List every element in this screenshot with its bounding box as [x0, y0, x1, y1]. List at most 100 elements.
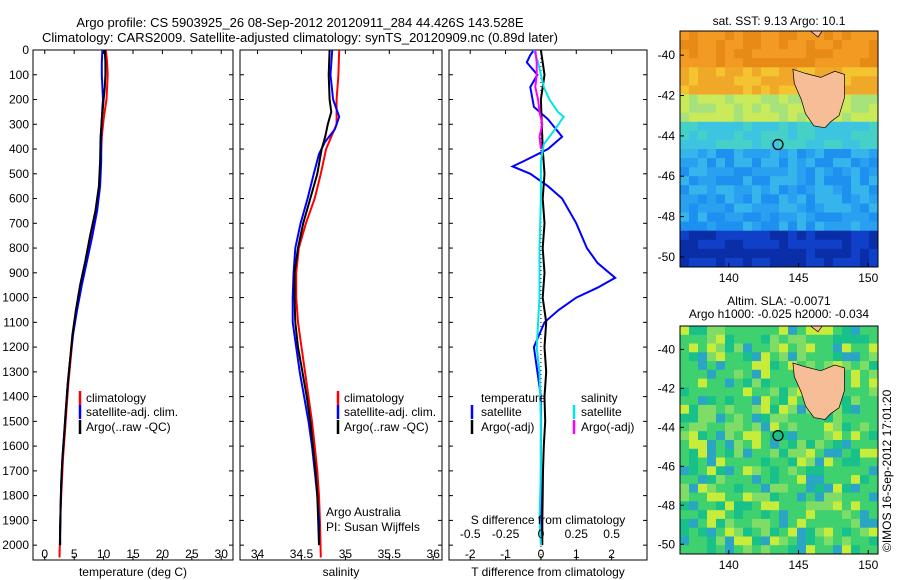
- map-cell: [734, 130, 744, 141]
- map-cell: [824, 139, 834, 150]
- map-cell: [842, 40, 852, 50]
- map-cell: [824, 352, 834, 362]
- map-cell: [707, 121, 717, 132]
- map-cell: [788, 475, 798, 485]
- map-cell: [743, 130, 753, 141]
- map-cell: [797, 103, 807, 114]
- map-cell: [734, 221, 744, 232]
- map-cell: [698, 31, 708, 41]
- map-cell: [698, 483, 708, 494]
- map-cell: [716, 203, 726, 214]
- map-cell: [824, 334, 834, 345]
- map-cell: [815, 518, 825, 529]
- map-cell: [842, 31, 852, 41]
- map-cell: [779, 492, 789, 502]
- map-cell: [806, 492, 816, 502]
- map-cell: [806, 49, 816, 59]
- map-cell: [869, 194, 878, 205]
- map-cell: [734, 230, 744, 241]
- map-cell: [797, 352, 807, 362]
- map-cell: [833, 40, 843, 50]
- map-cell: [698, 475, 708, 485]
- map-cell: [842, 139, 852, 150]
- map-cell: [860, 203, 870, 214]
- map-cell: [707, 343, 717, 353]
- map-cell: [689, 475, 699, 485]
- map-cell: [833, 510, 843, 520]
- map-cell: [860, 85, 870, 96]
- map-cell: [788, 536, 798, 546]
- map-cell: [743, 149, 753, 159]
- map-cell: [743, 212, 753, 223]
- map-cell: [752, 457, 762, 467]
- map-cell: [689, 76, 699, 87]
- map-cell: [689, 203, 699, 214]
- map-cell: [860, 475, 870, 485]
- map-cell: [680, 248, 690, 259]
- map-cell: [698, 492, 708, 502]
- sst-map-lon-tick-label: 140: [719, 271, 739, 285]
- map-cell: [815, 545, 825, 554]
- map-cell: [797, 49, 807, 59]
- map-cell: [842, 413, 852, 424]
- map-cell: [797, 158, 807, 168]
- map-cell: [797, 58, 807, 68]
- map-cell: [770, 492, 780, 502]
- map-cell: [698, 352, 708, 362]
- map-cell: [851, 501, 861, 511]
- sla-map-lat-tick-label: -44: [658, 420, 676, 434]
- map-cell: [806, 361, 816, 371]
- map-cell: [725, 387, 735, 397]
- map-cell: [860, 167, 870, 177]
- difference-x-tick-label: 2: [608, 547, 615, 561]
- map-cell: [716, 440, 726, 450]
- map-cell: [797, 396, 807, 406]
- map-cell: [860, 448, 870, 459]
- sst-map-lat-tick-label: -50: [658, 250, 676, 264]
- map-cell: [851, 334, 861, 345]
- map-cell: [869, 387, 878, 397]
- map-cell: [698, 369, 708, 380]
- mainland-landmass: [776, 31, 823, 38]
- map-cell: [770, 378, 780, 388]
- map-cell: [869, 149, 878, 159]
- map-cell: [689, 536, 699, 546]
- map-cell: [806, 483, 816, 494]
- map-cell: [761, 230, 771, 241]
- map-cell: [788, 440, 798, 450]
- salinity-x-tick-label: 34: [251, 547, 265, 561]
- map-cell: [761, 194, 771, 205]
- map-cell: [824, 158, 834, 168]
- series-line: [534, 50, 544, 150]
- map-cell: [860, 194, 870, 205]
- map-cell: [770, 31, 780, 41]
- map-cell: [779, 40, 789, 50]
- map-cell: [689, 67, 699, 77]
- map-cell: [698, 40, 708, 50]
- map-cell: [770, 212, 780, 223]
- map-cell: [779, 31, 789, 41]
- depth-tick-label: 2000: [2, 538, 29, 552]
- map-cell: [770, 203, 780, 214]
- map-cell: [788, 167, 798, 177]
- map-cell: [752, 369, 762, 380]
- map-cell: [797, 492, 807, 502]
- map-cell: [707, 85, 717, 96]
- map-cell: [761, 510, 771, 520]
- map-cell: [761, 239, 771, 250]
- map-cell: [734, 139, 744, 150]
- map-cell: [770, 545, 780, 554]
- map-cell: [680, 185, 690, 195]
- map-cell: [851, 404, 861, 415]
- map-cell: [851, 203, 861, 214]
- map-cell: [752, 94, 762, 105]
- map-cell: [752, 326, 762, 336]
- map-cell: [680, 326, 690, 336]
- tasmania-landmass: [792, 68, 845, 129]
- map-cell: [869, 483, 878, 494]
- map-cell: [851, 31, 861, 41]
- map-cell: [842, 76, 852, 87]
- map-cell: [833, 194, 843, 205]
- temperature-axes: [32, 49, 234, 561]
- map-cell: [752, 31, 762, 41]
